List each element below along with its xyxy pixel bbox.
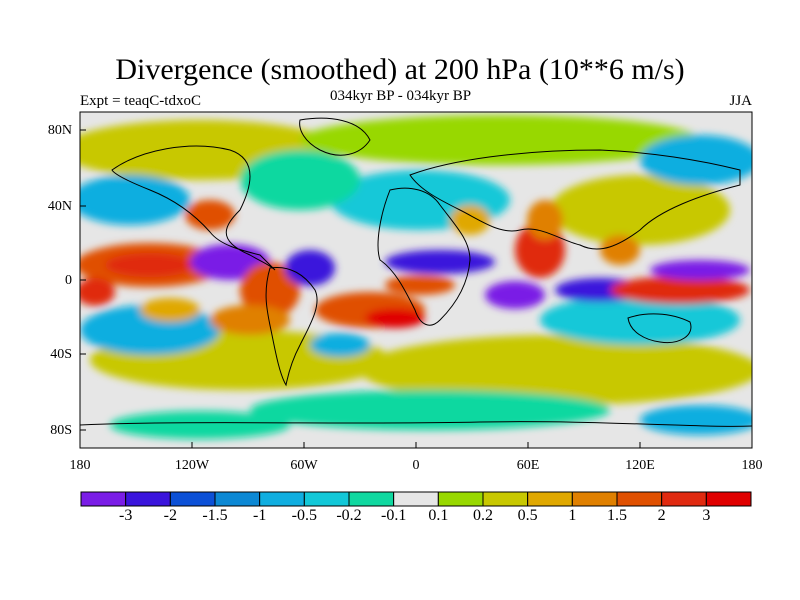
colorbar-label: 0.1	[428, 507, 449, 524]
lon-label-120e: 120E	[625, 458, 655, 473]
colorbar-label: 1	[568, 507, 577, 524]
season-label: JJA	[729, 93, 752, 109]
colorbar-label: 0.2	[473, 507, 493, 524]
lat-label-0: 0	[65, 273, 72, 288]
lat-label-80s: 80S	[50, 423, 72, 438]
colorbar-label: -3	[118, 507, 133, 524]
colorbar-label: -0.2	[336, 507, 362, 524]
colorbar-label: -1.5	[202, 507, 228, 524]
colorbar-swatch	[393, 491, 439, 507]
colorbar-swatch	[214, 491, 261, 507]
lat-label-40n: 40N	[47, 199, 72, 214]
divergence-field	[80, 112, 752, 448]
colorbar-swatch	[437, 491, 484, 507]
colorbar-label: 0.5	[517, 507, 538, 524]
lon-label-60w: 60W	[290, 458, 318, 473]
colorbar-swatch	[348, 491, 395, 507]
lat-label-40s: 40S	[50, 347, 72, 362]
colorbar-label: 3	[702, 507, 711, 524]
coastlines	[80, 117, 752, 427]
colorbar	[80, 491, 752, 507]
lon-label-60e: 60E	[516, 458, 540, 473]
colorbar-swatch	[661, 491, 707, 507]
chart-title: Divergence (smoothed) at 200 hPa (10**6 …	[115, 53, 685, 86]
colorbar-swatch	[303, 491, 350, 507]
lon-label-180e: 180	[741, 458, 763, 473]
lon-label-120w: 120W	[174, 458, 210, 473]
colorbar-swatch	[125, 491, 171, 507]
colorbar-label: 2	[657, 507, 666, 524]
colorbar-label: -1	[252, 507, 267, 524]
lat-label-80n: 80N	[47, 123, 72, 138]
colorbar-label: 1.5	[607, 507, 627, 524]
lon-label-180w: 180	[69, 458, 91, 473]
lon-label-0: 0	[412, 458, 420, 473]
colorbar-label: -0.5	[291, 507, 317, 524]
colorbar-label: -0.1	[380, 507, 407, 524]
colorbar-swatch	[482, 491, 529, 507]
colorbar-swatch	[616, 491, 663, 507]
colorbar-swatch	[571, 491, 618, 507]
colorbar-swatch	[80, 491, 127, 507]
colorbar-swatch	[259, 491, 305, 507]
axis-ticks	[80, 129, 641, 448]
period-label: 034kyr BP - 034kyr BP	[330, 88, 472, 104]
colorbar-swatch	[169, 491, 216, 507]
experiment-label: Expt = teaqC-tdxoC	[80, 93, 201, 109]
colorbar-swatch	[705, 491, 752, 507]
colorbar-swatch	[527, 491, 573, 507]
colorbar-label: -2	[163, 507, 177, 524]
